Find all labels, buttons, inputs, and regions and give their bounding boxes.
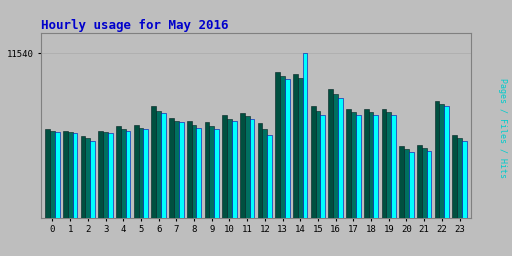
Bar [435, 101, 439, 218]
Bar [329, 89, 333, 218]
Bar [98, 131, 103, 218]
Bar [404, 149, 409, 218]
Bar [409, 152, 414, 218]
Bar [417, 145, 422, 218]
Bar [103, 132, 108, 218]
Bar [462, 141, 467, 218]
Bar [90, 141, 95, 218]
Bar [444, 106, 449, 218]
Bar [356, 115, 360, 218]
Bar [315, 111, 321, 218]
Bar [116, 126, 121, 218]
Bar [311, 106, 315, 218]
Bar [68, 132, 73, 218]
Bar [108, 133, 113, 218]
Bar [439, 103, 444, 218]
Bar [222, 115, 227, 218]
Bar [174, 121, 179, 218]
Bar [338, 98, 343, 218]
Bar [152, 106, 156, 218]
Bar [249, 119, 254, 218]
Bar [293, 73, 298, 218]
Bar [369, 112, 373, 218]
Bar [391, 115, 396, 218]
Bar [387, 112, 391, 218]
Bar [245, 116, 249, 218]
Bar [321, 115, 325, 218]
Bar [143, 129, 148, 218]
Bar [280, 77, 285, 218]
Bar [161, 113, 166, 218]
Bar [303, 53, 307, 218]
Bar [298, 78, 303, 218]
Bar [285, 79, 290, 218]
Text: Pages / Files / Hits: Pages / Files / Hits [498, 78, 507, 178]
Bar [214, 129, 219, 218]
Bar [197, 128, 201, 218]
Bar [125, 131, 131, 218]
Bar [134, 125, 139, 218]
Bar [333, 93, 338, 218]
Bar [263, 129, 267, 218]
Text: Hourly usage for May 2016: Hourly usage for May 2016 [41, 19, 228, 32]
Bar [232, 121, 237, 218]
Bar [381, 109, 387, 218]
Bar [209, 126, 214, 218]
Bar [156, 111, 161, 218]
Bar [422, 148, 426, 218]
Bar [399, 146, 404, 218]
Bar [191, 125, 197, 218]
Bar [73, 133, 77, 218]
Bar [81, 136, 86, 218]
Bar [426, 151, 431, 218]
Bar [50, 131, 55, 218]
Bar [169, 118, 174, 218]
Bar [373, 115, 378, 218]
Bar [86, 138, 90, 218]
Bar [121, 129, 125, 218]
Bar [351, 112, 356, 218]
Bar [179, 122, 183, 218]
Bar [453, 135, 457, 218]
Bar [63, 131, 68, 218]
Bar [267, 135, 272, 218]
Bar [240, 113, 245, 218]
Bar [346, 109, 351, 218]
Bar [275, 72, 280, 218]
Bar [364, 109, 369, 218]
Bar [205, 122, 209, 218]
Bar [457, 138, 462, 218]
Bar [55, 132, 59, 218]
Bar [187, 121, 191, 218]
Bar [227, 119, 232, 218]
Bar [45, 129, 50, 218]
Bar [139, 128, 143, 218]
Bar [258, 123, 263, 218]
